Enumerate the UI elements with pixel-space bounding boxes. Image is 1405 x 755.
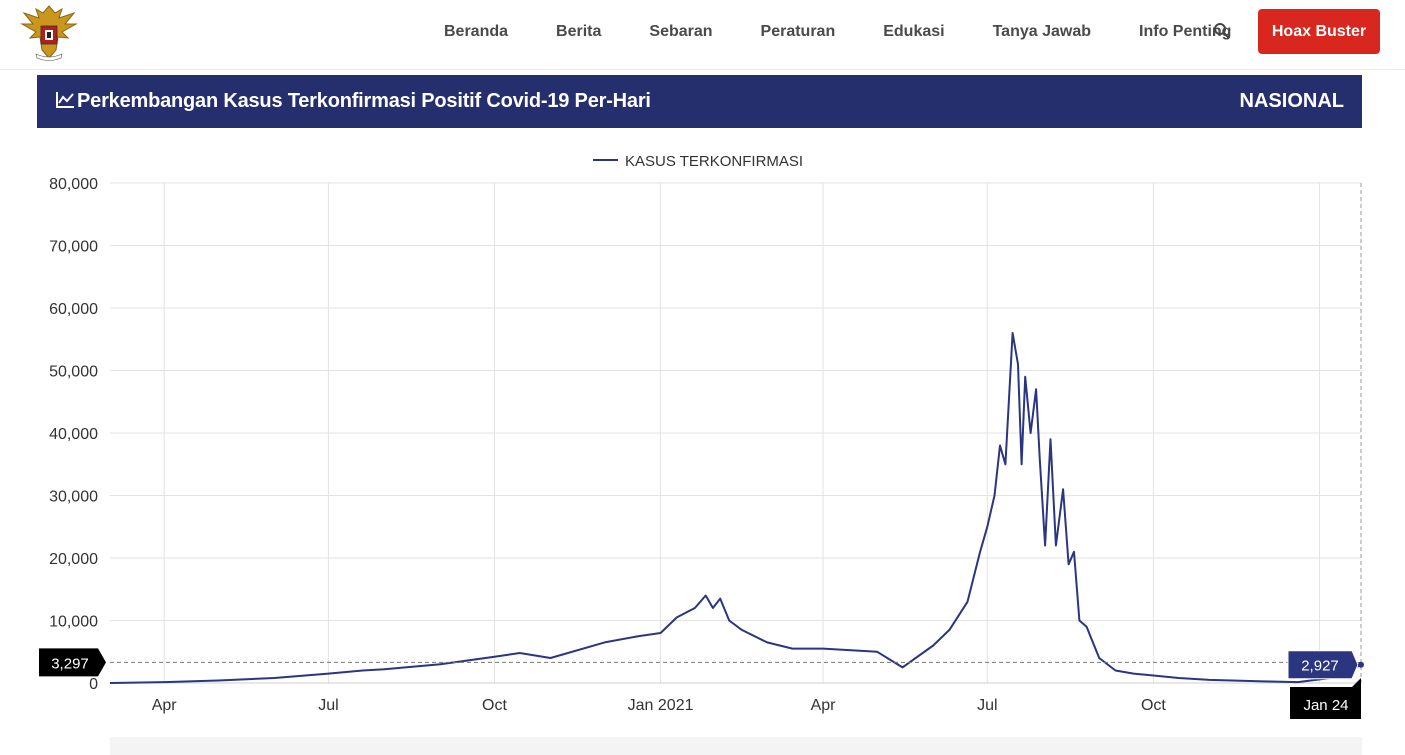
nav-berita[interactable]: Berita (556, 23, 602, 40)
nav-info-penting[interactable]: Info Penting (1139, 23, 1232, 40)
y-tick-label: 60,000 (49, 301, 98, 318)
y-tick-label: 0 (89, 676, 98, 693)
x-tick-label: Jul (977, 697, 997, 714)
y-tick-label: 20,000 (49, 551, 98, 568)
y-tick-label: 80,000 (49, 176, 98, 193)
nav-beranda[interactable]: Beranda (444, 23, 509, 40)
series-line-kasus-terkonfirmasi (109, 332, 1362, 684)
y-tick-label: 40,000 (49, 426, 98, 443)
point-tooltip-box (1287, 650, 1359, 680)
nav-tanya-jawab[interactable]: Tanya Jawab (992, 23, 1092, 40)
hoax-buster-button[interactable]: Hoax Buster (1258, 9, 1380, 54)
legend-label: KASUS TERKONFIRMASI (625, 153, 803, 170)
search-icon[interactable] (1213, 22, 1231, 40)
line-chart-icon (55, 91, 75, 109)
y-tick-label: 10,000 (49, 614, 98, 631)
banner-title: Perkembangan Kasus Terkonfirmasi Positif… (77, 90, 651, 112)
daily-cases-chart[interactable]: 80,000 70,000 60,000 50,000 40,000 30,000 20,0… (0, 140, 1405, 755)
x-tick-label: Apr (152, 697, 178, 714)
x-tick-label: Jan 2021 (628, 697, 694, 714)
point-tooltip-label: 2,927 (1301, 658, 1339, 675)
top-navigation: Beranda Berita Sebaran Peraturan Edukasi… (0, 0, 1405, 70)
x-tick-label: Oct (482, 697, 507, 714)
nav-peraturan[interactable]: Peraturan (760, 23, 836, 40)
y-crosshair-label-box (39, 648, 106, 677)
x-crosshair-label-box (1290, 678, 1361, 719)
nav-sebaran[interactable]: Sebaran (649, 23, 713, 40)
chart-banner: Perkembangan Kasus Terkonfirmasi Positif… (37, 75, 1362, 128)
x-tick-label: Oct (1141, 697, 1166, 714)
hovered-data-point (1358, 661, 1364, 668)
nav-menu: Beranda Berita Sebaran Peraturan Edukasi… (420, 0, 1263, 64)
y-tick-label: 50,000 (49, 364, 98, 381)
y-crosshair-label: 3,297 (51, 655, 89, 672)
region-label: NASIONAL (1239, 90, 1344, 112)
navigator-strip[interactable] (110, 737, 1362, 755)
y-tick-label: 30,000 (49, 489, 98, 506)
garuda-emblem-icon[interactable] (16, 0, 82, 66)
y-tick-label: 70,000 (49, 239, 98, 256)
nav-edukasi[interactable]: Edukasi (883, 23, 945, 40)
x-tick-label: Apr (811, 697, 837, 714)
x-tick-label: Jul (318, 697, 338, 714)
x-crosshair-label: Jan 24 (1303, 697, 1348, 714)
